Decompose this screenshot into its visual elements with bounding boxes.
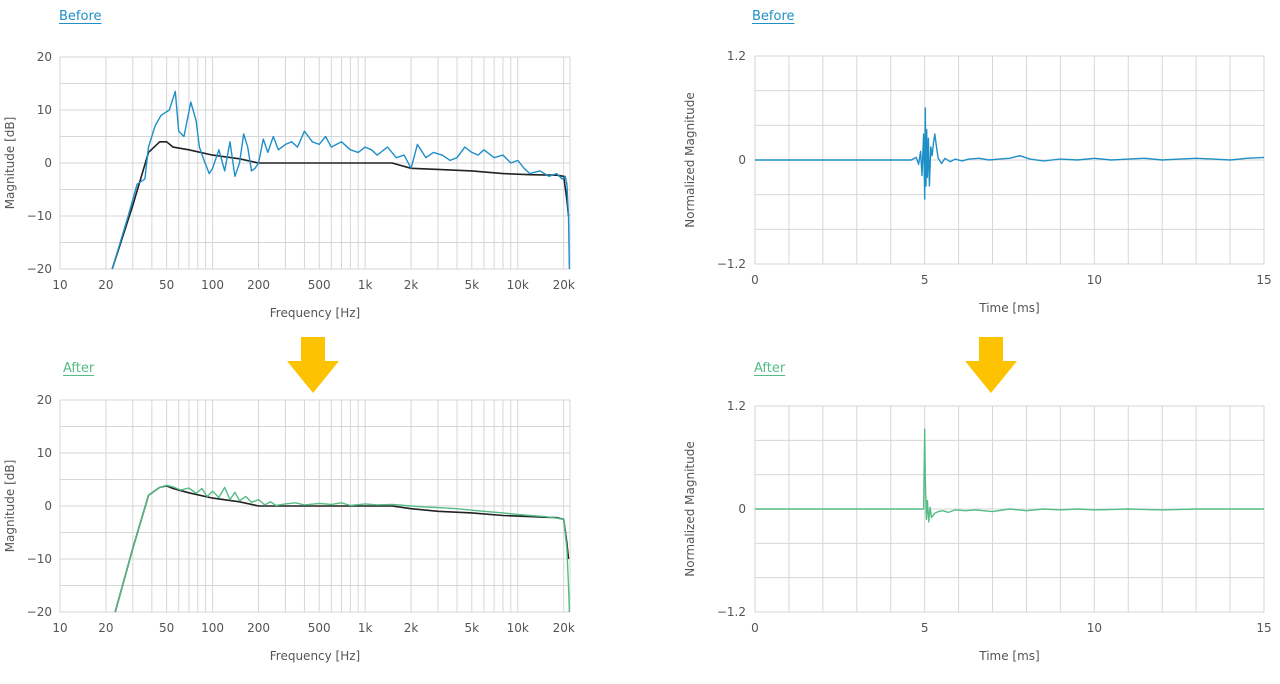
- impulse-response-after-chart: −1.2 0 1.2 0 5 10 15 Time [ms] Normalized Magnit…: [683, 399, 1272, 663]
- x-tick-label: 100: [201, 278, 224, 292]
- impulse-curve: [755, 107, 1265, 200]
- x-tick-label: 1k: [358, 278, 373, 292]
- grid: [754, 55, 1265, 265]
- x-tick-label: 0: [751, 273, 759, 287]
- measured-curve: [114, 484, 571, 613]
- x-tick-label: 5k: [465, 621, 480, 635]
- x-tick-label: 50: [159, 278, 174, 292]
- x-tick-label: 10k: [507, 621, 529, 635]
- y-axis-label: Normalized Magnitude: [683, 92, 697, 227]
- freq-after-tag: After: [63, 361, 95, 376]
- x-tick-label: 200: [247, 621, 270, 635]
- y-tick-label: −10: [27, 552, 52, 566]
- x-tick-label: 5: [921, 273, 929, 287]
- x-tick-label: 1k: [358, 621, 373, 635]
- y-tick-label: −20: [27, 262, 52, 276]
- x-tick-label: 10: [52, 621, 67, 635]
- x-tick-label: 10: [1087, 273, 1102, 287]
- arrow-down-icon: [965, 337, 1017, 393]
- x-tick-label: 5k: [465, 278, 480, 292]
- y-tick-label: 0: [738, 502, 746, 516]
- x-tick-label: 5: [921, 621, 929, 635]
- time-before-tag: Before: [752, 9, 795, 24]
- x-tick-label: 10: [52, 278, 67, 292]
- y-axis-label: Magnitude [dB]: [3, 117, 17, 210]
- y-tick-label: 10: [37, 446, 52, 460]
- x-tick-label: 10: [1087, 621, 1102, 635]
- target-curve: [111, 141, 570, 270]
- x-tick-label: 500: [308, 278, 331, 292]
- impulse-curve: [755, 428, 1264, 523]
- y-tick-label: −1.2: [717, 257, 746, 271]
- x-tick-label: 2k: [404, 278, 419, 292]
- impulse-response-before-chart: −1.2 0 1.2 0 5 10 15 Time [ms] Normalized Magnit…: [683, 49, 1272, 315]
- x-axis-label: Frequency [Hz]: [270, 306, 361, 320]
- x-tick-label: 20k: [553, 278, 575, 292]
- frequency-response-before-chart: −20 −10 0 10 20 10 20 50 100 200 500 1k 2k 5k 10k 20k Fr…: [3, 50, 575, 320]
- x-tick-label: 10k: [507, 278, 529, 292]
- y-tick-label: −1.2: [717, 605, 746, 619]
- y-tick-label: 20: [37, 50, 52, 64]
- frequency-response-after-chart: −20 −10 0 10 20 10 20 50 100 200 500 1k 2k 5k 10k 20k Fr…: [3, 393, 575, 663]
- x-tick-label: 0: [751, 621, 759, 635]
- y-tick-label: 0: [738, 153, 746, 167]
- measured-curve: [111, 90, 571, 270]
- x-tick-label: 20k: [553, 621, 575, 635]
- arrow-down-icon: [287, 337, 339, 393]
- y-tick-label: −20: [27, 605, 52, 619]
- x-axis-label: Time [ms]: [978, 649, 1040, 663]
- x-tick-label: 2k: [404, 621, 419, 635]
- y-tick-label: 1.2: [727, 49, 746, 63]
- x-tick-label: 20: [98, 621, 113, 635]
- x-tick-label: 15: [1256, 621, 1271, 635]
- x-tick-label: 15: [1256, 273, 1271, 287]
- x-tick-label: 50: [159, 621, 174, 635]
- y-tick-label: 0: [44, 499, 52, 513]
- x-tick-label: 100: [201, 621, 224, 635]
- y-axis-label: Magnitude [dB]: [3, 460, 17, 553]
- y-tick-label: −10: [27, 209, 52, 223]
- x-tick-label: 20: [98, 278, 113, 292]
- y-tick-label: 0: [44, 156, 52, 170]
- time-after-tag: After: [754, 361, 786, 376]
- x-tick-label: 200: [247, 278, 270, 292]
- y-tick-label: 10: [37, 103, 52, 117]
- x-tick-label: 500: [308, 621, 331, 635]
- y-tick-label: 20: [37, 393, 52, 407]
- x-axis-label: Frequency [Hz]: [270, 649, 361, 663]
- freq-before-tag: Before: [59, 9, 102, 24]
- x-axis-label: Time [ms]: [978, 301, 1040, 315]
- y-axis-label: Normalized Magnitude: [683, 441, 697, 576]
- y-tick-label: 1.2: [727, 399, 746, 413]
